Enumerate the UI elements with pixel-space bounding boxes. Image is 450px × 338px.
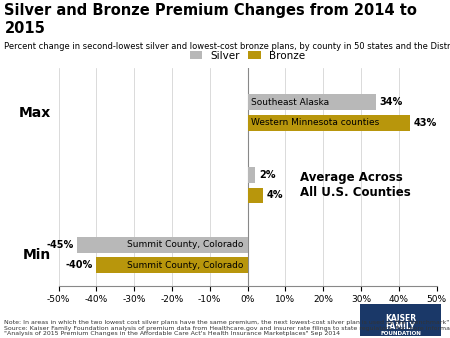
Bar bbox=[248, 115, 410, 131]
Text: Average Across
All U.S. Counties: Average Across All U.S. Counties bbox=[301, 171, 411, 199]
Text: 2%: 2% bbox=[259, 170, 275, 180]
Text: Summit County, Colorado: Summit County, Colorado bbox=[127, 240, 244, 249]
Bar bbox=[248, 188, 263, 203]
Legend: Silver, Bronze: Silver, Bronze bbox=[185, 47, 310, 65]
Bar bbox=[248, 95, 376, 111]
Bar bbox=[248, 167, 255, 183]
Text: FAMILY: FAMILY bbox=[386, 322, 415, 331]
Text: Max: Max bbox=[19, 106, 51, 120]
Text: Note: In areas in which the two lowest cost silver plans have the same premium, : Note: In areas in which the two lowest c… bbox=[4, 320, 450, 336]
Text: -40%: -40% bbox=[65, 260, 93, 270]
Text: FOUNDATION: FOUNDATION bbox=[380, 331, 421, 336]
Text: Silver and Bronze Premium Changes from 2014 to 2015: Silver and Bronze Premium Changes from 2… bbox=[4, 3, 418, 36]
Text: -45%: -45% bbox=[46, 240, 74, 250]
Text: Southeast Alaska: Southeast Alaska bbox=[251, 98, 329, 107]
Text: Min: Min bbox=[22, 248, 51, 262]
Text: 4%: 4% bbox=[266, 191, 283, 200]
Text: Western Minnesota counties: Western Minnesota counties bbox=[251, 118, 379, 127]
Text: 34%: 34% bbox=[380, 97, 403, 107]
Text: Percent change in second-lowest silver and lowest-cost bronze plans, by county i: Percent change in second-lowest silver a… bbox=[4, 42, 450, 51]
Text: 43%: 43% bbox=[414, 118, 437, 128]
Bar bbox=[77, 237, 248, 253]
Bar bbox=[96, 257, 248, 273]
Text: KAISER: KAISER bbox=[385, 314, 416, 323]
Text: Summit County, Colorado: Summit County, Colorado bbox=[127, 261, 244, 270]
